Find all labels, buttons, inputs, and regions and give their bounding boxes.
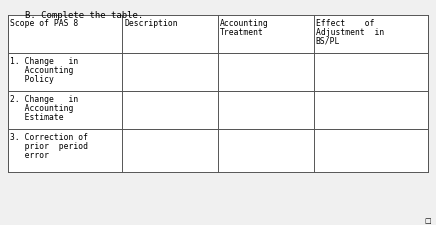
Bar [8, 129, 428, 172]
Text: Effect    of: Effect of [316, 19, 374, 28]
Text: prior  period: prior period [10, 141, 88, 150]
Text: Treatment: Treatment [220, 28, 264, 37]
Bar [8, 92, 428, 129]
Text: Estimate: Estimate [10, 112, 64, 122]
Text: □: □ [424, 217, 431, 223]
Text: BS/PL: BS/PL [316, 37, 340, 46]
Text: Accounting: Accounting [10, 66, 73, 75]
Bar [8, 54, 428, 92]
Text: Description: Description [124, 19, 178, 28]
Text: Adjustment  in: Adjustment in [316, 28, 384, 37]
Text: Accounting: Accounting [220, 19, 269, 28]
Text: B. Complete the table.: B. Complete the table. [25, 11, 143, 20]
Text: Policy: Policy [10, 75, 54, 84]
Text: error: error [10, 150, 49, 159]
Text: 2. Change   in: 2. Change in [10, 94, 78, 104]
Bar [8, 16, 428, 54]
Text: Accounting: Accounting [10, 104, 73, 112]
Text: 3. Correction of: 3. Correction of [10, 132, 88, 141]
Text: Scope of PAS 8: Scope of PAS 8 [10, 19, 78, 28]
Text: 1. Change   in: 1. Change in [10, 57, 78, 66]
